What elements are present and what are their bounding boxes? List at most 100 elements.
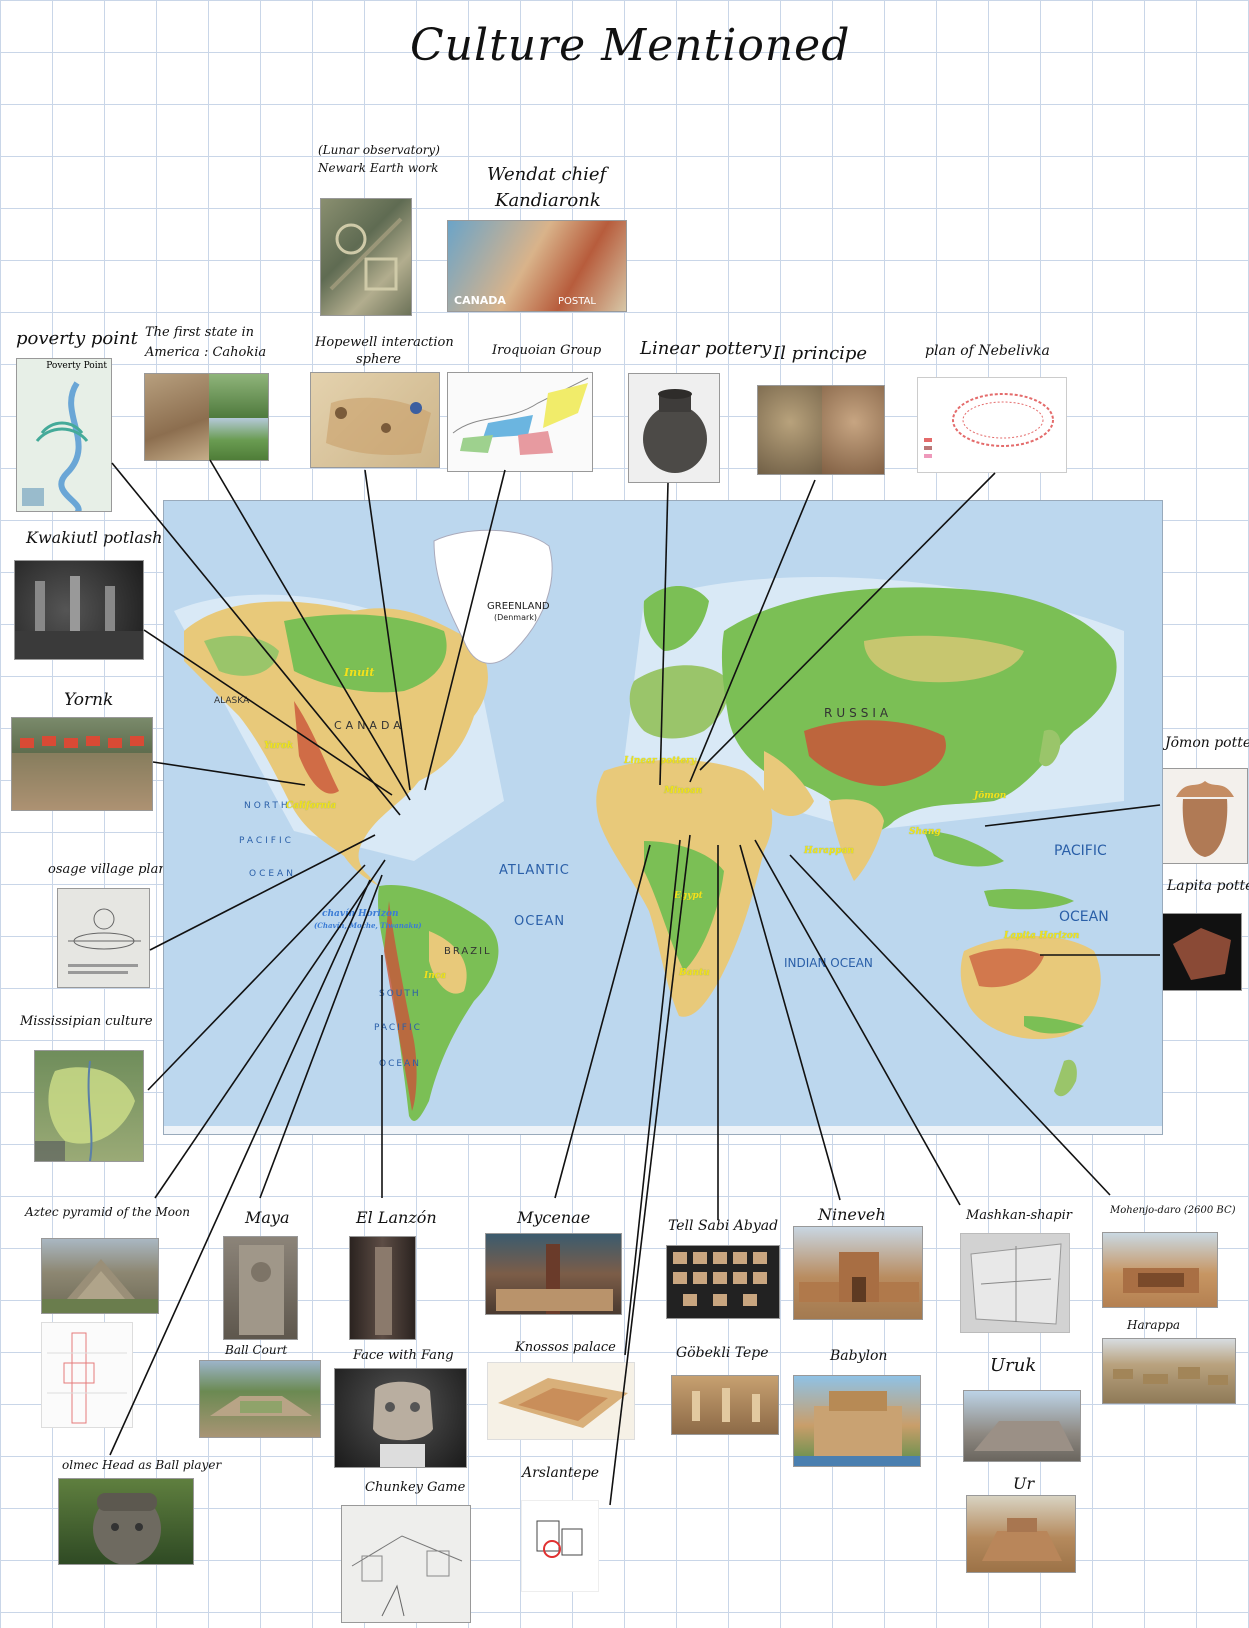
label-newark: Newark Earth work: [318, 161, 439, 175]
page-title: Culture Mentioned: [410, 20, 851, 71]
chunkey-game-image: [341, 1505, 471, 1623]
map-label-greenland: GREENLAND: [487, 601, 550, 612]
label-kwakiutl: Kwakiutl potlash: [26, 528, 163, 547]
annotation-minoan: Minoan: [664, 786, 703, 796]
label-tell-sabi-abyad: Tell Sabi Abyad: [668, 1218, 779, 1234]
gobekli-tepe-image: [671, 1375, 779, 1435]
mississippian-map-image: [34, 1050, 144, 1162]
poverty-map-title: Poverty Point: [46, 361, 107, 371]
annotation-lapita-horizon: Lapita Horizon: [1004, 931, 1080, 941]
map-label-indian-ocean: INDIAN OCEAN: [784, 956, 873, 970]
map-label-russia: RUSSIA: [824, 706, 893, 720]
tell-sabi-abyad-image: [666, 1245, 780, 1319]
arslantepe-plan-image: [521, 1500, 599, 1592]
nebelivka-plan-image: [917, 377, 1067, 473]
label-arslantepe: Arslantepe: [522, 1465, 599, 1481]
label-nineveh: Nineveh: [818, 1205, 886, 1224]
olmec-head-image: [58, 1478, 194, 1565]
label-aztec: Aztec pyramid of the Moon: [25, 1205, 190, 1219]
annotation-egypt: Egypt: [674, 891, 703, 901]
stamp-postal-text: POSTAL: [558, 296, 596, 307]
map-label-ocean-south: OCEAN: [379, 1059, 421, 1069]
label-cahokia-1: The first state in: [145, 325, 255, 340]
label-babylon: Babylon: [830, 1348, 888, 1364]
ball-court-image: [199, 1360, 321, 1438]
label-hopewell-1: Hopewell interaction: [315, 335, 454, 350]
annotation-bantu: Bantu: [679, 968, 710, 978]
label-osage: osage village plan: [48, 862, 167, 877]
map-label-pacific-south: PACIFIC: [374, 1023, 422, 1033]
map-label-greenland-sub: (Denmark): [494, 613, 538, 622]
stamp-country-text: CANADA: [454, 294, 506, 307]
world-map-shapes: [164, 529, 1162, 1134]
map-label-canada: CANADA: [334, 719, 405, 732]
annotation-inuit: Inuit: [344, 666, 375, 679]
map-label-atlantic: ATLANTIC: [499, 863, 570, 878]
map-label-alaska: ALASKA: [214, 696, 250, 706]
annotation-inca: Inca: [424, 971, 447, 981]
label-nebelivka: plan of Nebelivka: [925, 343, 1050, 359]
map-label-south: SOUTH: [379, 989, 421, 999]
poverty-point-map-image: Poverty Point: [16, 358, 112, 512]
aztec-pyramid-image: [41, 1238, 159, 1314]
label-knossos: Knossos palace: [515, 1340, 616, 1355]
linear-pottery-image: [628, 373, 720, 483]
map-label-brazil: BRAZIL: [444, 946, 492, 957]
label-cahokia-2: America : Cahokia: [145, 345, 267, 360]
label-mississippian: Mississipian culture: [20, 1014, 153, 1029]
label-yurok: Yornk: [64, 690, 114, 710]
newark-earthwork-image: [320, 198, 412, 316]
annotation-linear-pottery: Linear pottery: [624, 756, 697, 766]
label-iroquoian: Iroquoian Group: [492, 343, 602, 358]
label-face-with-fang: Face with Fang: [353, 1348, 454, 1363]
label-ball-court: Ball Court: [225, 1343, 288, 1357]
label-ur: Ur: [1013, 1474, 1035, 1493]
label-wendat-2: Kandiaronk: [495, 190, 601, 211]
cahokia-image: [144, 373, 269, 461]
annotation-shang: Shang: [909, 827, 941, 837]
knossos-palace-image: [487, 1362, 635, 1440]
yurok-people-image: [11, 717, 153, 811]
label-mycenae: Mycenae: [517, 1208, 591, 1227]
world-map: GREENLAND (Denmark) RUSSIA CANADA ALASKA…: [163, 500, 1163, 1135]
annotation-california: California: [286, 801, 337, 811]
label-linear-pottery: Linear pottery: [640, 338, 772, 359]
map-label-pacific-ocean-right: OCEAN: [1059, 909, 1109, 925]
map-label-north: NORTH: [244, 801, 291, 811]
label-poverty-point: poverty point: [16, 328, 138, 349]
mycenae-image: [485, 1233, 622, 1315]
map-label-pacific-right: PACIFIC: [1054, 843, 1107, 859]
map-label-ocean-left: OCEAN: [249, 869, 296, 879]
annotation-chavin: chavín Horizon: [322, 909, 399, 919]
label-wendat-1: Wendat chief: [487, 164, 607, 185]
babylon-image: [793, 1375, 921, 1467]
maya-stela-image: [223, 1236, 298, 1340]
face-with-fang-image: [334, 1368, 467, 1468]
label-mohenjo-daro: Mohenjo-daro (2600 BC): [1110, 1205, 1236, 1216]
annotation-yurok: Yurok: [264, 741, 294, 751]
mohenjo-daro-image: [1102, 1232, 1218, 1308]
nineveh-image: [793, 1226, 923, 1320]
label-hopewell-2: sphere: [356, 352, 401, 367]
label-olmec: olmec Head as Ball player: [62, 1458, 222, 1472]
label-lapita: Lapita pottery: [1167, 878, 1249, 894]
annotation-harappan: Harappan: [804, 846, 854, 856]
kwakiutl-potlatch-image: [14, 560, 144, 660]
iroquoian-map-image: [447, 372, 593, 472]
label-gobekli-tepe: Göbekli Tepe: [676, 1345, 769, 1361]
wendat-stamp-image: CANADA POSTAL: [447, 220, 627, 312]
osage-plan-image: [57, 888, 150, 988]
annotation-chavin-sub: (Chavín, Moche, Tiwanaku): [314, 921, 422, 930]
label-jomon: Jōmon pottery: [1165, 735, 1249, 751]
label-uruk: Uruk: [990, 1355, 1037, 1376]
label-maya: Maya: [245, 1208, 290, 1227]
aztec-city-plan-image: [41, 1322, 133, 1428]
annotation-jomon: Jōmon: [974, 791, 1007, 801]
map-label-pacific-left: PACIFIC: [239, 836, 294, 846]
harappa-image: [1102, 1338, 1236, 1404]
il-principe-image: [757, 385, 885, 475]
lapita-pottery-image: [1160, 913, 1242, 991]
mashkan-shapir-image: [960, 1233, 1070, 1333]
label-lunar: (Lunar observatory): [318, 143, 440, 157]
map-label-atlantic-ocean: OCEAN: [514, 914, 566, 929]
